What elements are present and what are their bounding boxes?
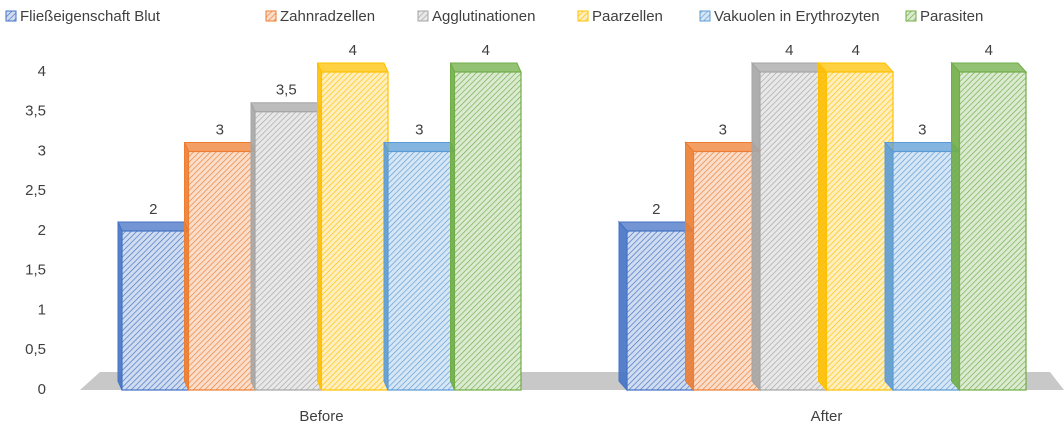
data-label: 4 bbox=[985, 42, 993, 59]
x-tick-label: Before bbox=[299, 408, 343, 425]
y-tick-label: 3,5 bbox=[25, 103, 46, 120]
legend-label: Vakuolen in Erythrozyten bbox=[714, 8, 880, 25]
y-tick-label: 4 bbox=[38, 63, 46, 80]
legend-label: Zahnradzellen bbox=[280, 8, 375, 25]
bar-top bbox=[183, 142, 256, 152]
bar-side bbox=[818, 61, 827, 392]
bar bbox=[121, 230, 190, 391]
bar bbox=[692, 150, 761, 391]
legend-swatch bbox=[577, 10, 589, 22]
bar bbox=[320, 71, 389, 391]
legend-label: Agglutinationen bbox=[432, 8, 535, 25]
data-label: 2 bbox=[149, 201, 157, 218]
bar-top bbox=[750, 62, 828, 73]
bar-side bbox=[685, 141, 694, 392]
bar bbox=[626, 230, 695, 391]
bar-top bbox=[817, 62, 895, 73]
bar bbox=[958, 71, 1027, 391]
bar-top bbox=[617, 221, 695, 232]
legend-label: Fließeigenschaft Blut bbox=[20, 8, 161, 25]
bar bbox=[892, 150, 961, 391]
x-tick-label: After bbox=[811, 408, 843, 425]
legend-swatch bbox=[699, 10, 711, 22]
bar-top bbox=[449, 62, 522, 73]
bar-side bbox=[951, 61, 960, 392]
bar bbox=[825, 71, 894, 391]
y-tick-label: 1,5 bbox=[25, 262, 46, 279]
y-tick-label: 1 bbox=[38, 301, 46, 318]
legend-swatch bbox=[417, 10, 429, 22]
bar-side bbox=[450, 62, 455, 391]
legend-label: Paarzellen bbox=[592, 8, 663, 25]
data-label: 4 bbox=[482, 42, 490, 59]
bar-side bbox=[184, 142, 189, 391]
bar-top bbox=[883, 142, 961, 152]
data-label: 4 bbox=[785, 42, 793, 59]
legend-swatch bbox=[905, 10, 917, 22]
y-tick-label: 0,5 bbox=[25, 341, 46, 358]
bar-top bbox=[316, 62, 389, 73]
data-label: 3 bbox=[719, 121, 727, 138]
y-tick-label: 0 bbox=[38, 381, 46, 398]
y-tick-label: 3 bbox=[38, 142, 46, 159]
y-tick-label: 2 bbox=[38, 222, 46, 239]
bar-top bbox=[950, 62, 1028, 73]
bar bbox=[759, 71, 828, 391]
bar-top bbox=[117, 221, 190, 232]
data-label: 4 bbox=[852, 42, 860, 59]
legend-label: Parasiten bbox=[920, 8, 983, 25]
data-label: 3 bbox=[415, 121, 423, 138]
bar-side bbox=[618, 220, 628, 392]
data-label: 3,5 bbox=[276, 82, 297, 99]
data-label: 4 bbox=[349, 42, 357, 59]
bar-top bbox=[383, 142, 456, 152]
bar bbox=[453, 71, 522, 391]
data-label: 2 bbox=[652, 201, 660, 218]
bar-side bbox=[751, 61, 761, 392]
legend-swatch bbox=[5, 10, 17, 22]
bar bbox=[254, 111, 323, 391]
legend-swatch bbox=[265, 10, 277, 22]
bar-side bbox=[884, 141, 894, 392]
bar-side bbox=[383, 142, 389, 391]
bar-side bbox=[317, 62, 322, 391]
data-label: 3 bbox=[216, 121, 224, 138]
bar-side bbox=[250, 102, 256, 391]
y-tick-label: 2,5 bbox=[25, 182, 46, 199]
bar-top bbox=[684, 142, 762, 152]
bar-top bbox=[250, 102, 323, 113]
bar bbox=[187, 150, 256, 391]
data-label: 3 bbox=[918, 121, 926, 138]
bar bbox=[387, 150, 456, 391]
